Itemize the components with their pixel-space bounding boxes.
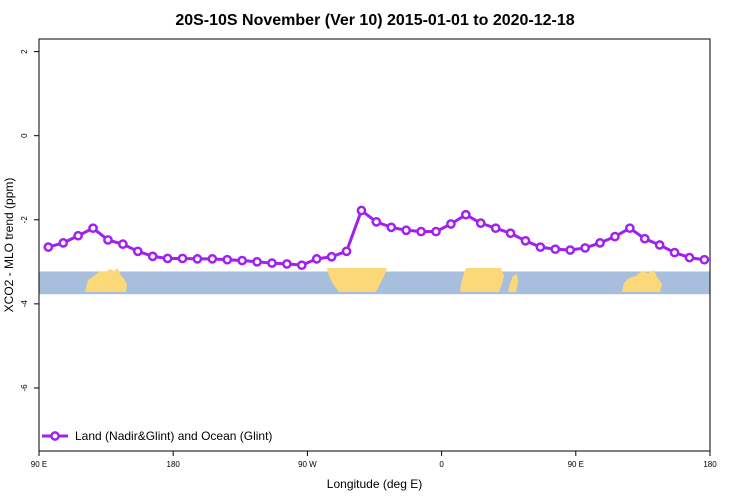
data-point bbox=[207, 254, 218, 264]
data-point bbox=[192, 254, 203, 264]
legend-label: Land (Nadir&Glint) and Ocean (Glint) bbox=[75, 429, 272, 443]
data-point bbox=[58, 238, 69, 248]
data-point bbox=[625, 223, 635, 234]
land-region-0 bbox=[85, 268, 127, 292]
x-tick-label: 90 E bbox=[31, 460, 47, 469]
data-point bbox=[460, 209, 471, 220]
data-point bbox=[505, 228, 516, 239]
data-point bbox=[565, 245, 576, 255]
data-point bbox=[490, 223, 501, 234]
data-point bbox=[73, 230, 83, 241]
data-point bbox=[311, 254, 322, 264]
data-point bbox=[520, 235, 531, 246]
x-tick-label: 90 E bbox=[568, 460, 584, 469]
data-point bbox=[282, 259, 292, 269]
y-tick-label: -4 bbox=[20, 300, 29, 308]
data-point bbox=[580, 243, 590, 253]
data-point bbox=[550, 244, 561, 255]
data-point bbox=[416, 226, 426, 237]
data-point bbox=[252, 256, 262, 267]
data-point bbox=[595, 238, 605, 248]
land-region-2 bbox=[460, 268, 504, 292]
y-tick-label: 2 bbox=[20, 49, 29, 54]
data-point bbox=[610, 231, 620, 242]
data-point bbox=[431, 226, 441, 237]
data-point bbox=[386, 222, 397, 233]
data-point bbox=[654, 240, 665, 250]
data-point bbox=[237, 255, 248, 266]
land-region-1 bbox=[327, 268, 387, 292]
legend-marker bbox=[50, 431, 60, 441]
data-point bbox=[326, 251, 337, 262]
data-point bbox=[639, 233, 650, 244]
x-tick-label: 90 W bbox=[298, 460, 317, 469]
data-point bbox=[296, 260, 307, 271]
plot-frame bbox=[38, 38, 711, 452]
data-point bbox=[371, 217, 382, 227]
chart-title: 20S-10S November (Ver 10) 2015-01-01 to … bbox=[175, 12, 574, 29]
data-point bbox=[356, 205, 367, 216]
data-point bbox=[162, 253, 173, 264]
x-axis-label: Longitude (deg E) bbox=[327, 477, 422, 491]
data-point bbox=[88, 223, 98, 234]
data-point bbox=[103, 235, 113, 245]
data-point bbox=[267, 258, 277, 268]
data-point bbox=[535, 242, 546, 252]
y-tick-label: 0 bbox=[20, 133, 29, 138]
y-tick-label: -6 bbox=[20, 384, 29, 392]
land-region-4 bbox=[622, 270, 662, 292]
data-point bbox=[177, 253, 188, 264]
y-tick-label: -2 bbox=[20, 216, 29, 224]
y-axis-label: XCO2 - MLO trend (ppm) bbox=[2, 178, 16, 313]
data-point bbox=[699, 254, 710, 265]
x-tick-label: 180 bbox=[167, 460, 181, 469]
data-point bbox=[446, 219, 456, 229]
data-point bbox=[669, 247, 680, 258]
data-point bbox=[118, 239, 128, 250]
data-point bbox=[401, 225, 412, 236]
x-tick-label: 180 bbox=[703, 460, 717, 469]
data-point bbox=[43, 242, 54, 252]
data-point bbox=[222, 254, 233, 265]
land-region-3 bbox=[508, 274, 518, 292]
data-point bbox=[684, 252, 695, 263]
data-point bbox=[341, 246, 352, 257]
data-point bbox=[132, 246, 143, 257]
x-tick-label: 0 bbox=[439, 460, 444, 469]
data-point bbox=[147, 251, 158, 262]
data-point bbox=[475, 218, 486, 228]
